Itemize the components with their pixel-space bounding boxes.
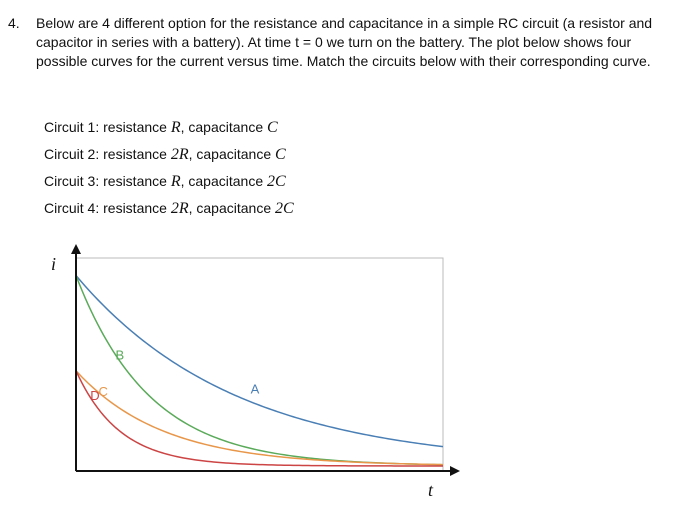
- x-axis-label: t: [428, 480, 434, 500]
- circuit-item: Circuit 3: resistance R, capacitance 2C: [44, 171, 294, 198]
- capacitance-value: C: [275, 146, 286, 163]
- resistance-value: R: [170, 119, 181, 136]
- curve-b: [75, 275, 444, 466]
- curve-labels: A B CD: [90, 348, 259, 404]
- current-vs-time-plot: i t A B CD: [51, 244, 460, 500]
- resistance-value: 2R: [170, 200, 189, 217]
- curve-label-d: D: [90, 388, 99, 403]
- capacitance-value: 2C: [275, 200, 294, 217]
- circuit-label: Circuit 1: resistance: [44, 119, 171, 135]
- circuit-label: Circuit 3: resistance: [44, 173, 171, 189]
- circuit-item: Circuit 4: resistance 2R, capacitance 2C: [44, 198, 294, 225]
- circuit-label: Circuit 4: resistance: [44, 200, 171, 216]
- y-axis-arrow: [71, 244, 81, 254]
- circuit-item: Circuit 2: resistance 2R, capacitance C: [44, 144, 294, 171]
- x-axis-arrow: [450, 466, 460, 476]
- capacitance-prefix: , capacitance: [188, 200, 275, 216]
- circuit-item: Circuit 1: resistance R, capacitance C: [44, 117, 294, 144]
- question-number: 4.: [8, 15, 20, 31]
- capacitance-prefix: , capacitance: [180, 119, 267, 135]
- curve-a: [75, 275, 444, 448]
- curve-d: [75, 370, 443, 467]
- curve-label-c: C: [99, 384, 108, 399]
- capacitance-value: 2C: [267, 173, 286, 190]
- question-text: Below are 4 different option for the res…: [36, 15, 653, 69]
- capacitance-prefix: , capacitance: [180, 173, 267, 189]
- curve-label-a: A: [251, 381, 260, 396]
- circuit-label: Circuit 2: resistance: [44, 146, 171, 162]
- resistance-value: R: [170, 173, 181, 190]
- capacitance-prefix: , capacitance: [188, 146, 275, 162]
- capacitance-value: C: [267, 119, 278, 136]
- circuit-list: Circuit 1: resistance R, capacitance C C…: [44, 117, 294, 225]
- curve-c: [75, 370, 444, 466]
- curve-label-b: B: [116, 348, 125, 363]
- curves: [75, 275, 444, 467]
- resistance-value: 2R: [170, 146, 189, 163]
- question: 4. Below are 4 different option for the …: [8, 14, 668, 71]
- y-axis-label: i: [51, 254, 56, 274]
